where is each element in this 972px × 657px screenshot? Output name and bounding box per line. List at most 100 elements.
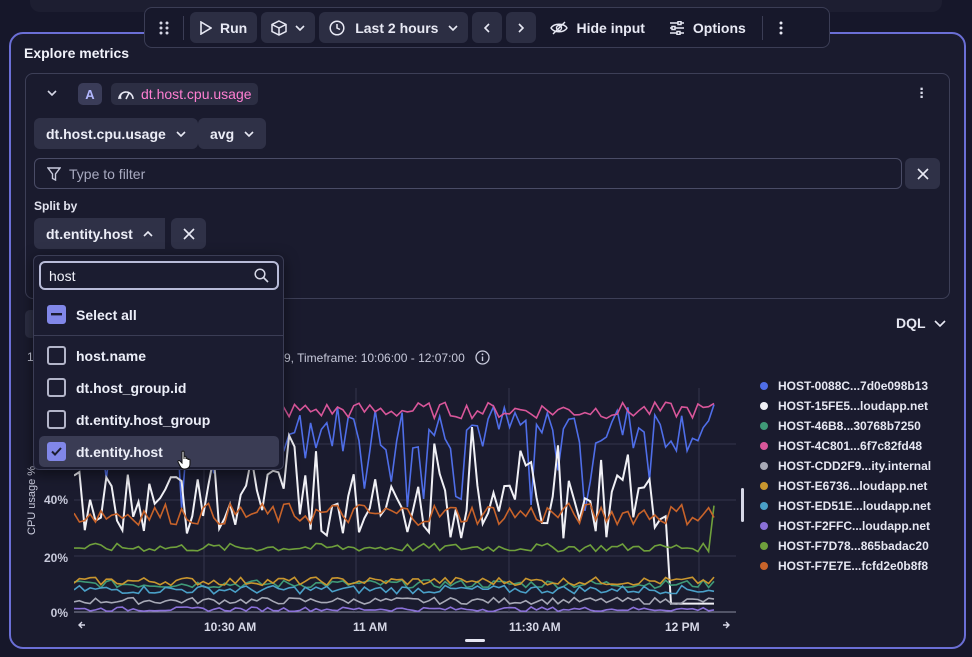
legend-color-dot (760, 502, 768, 510)
legend-color-dot (760, 382, 768, 390)
more-menu-button[interactable] (769, 12, 793, 43)
option-checkbox[interactable] (47, 346, 66, 365)
legend-item[interactable]: HOST-4C801...6f7c82fd48 (760, 436, 931, 456)
legend-color-dot (760, 442, 768, 450)
panel-title: Explore metrics (24, 45, 130, 61)
pan-left-icon[interactable] (78, 621, 86, 629)
chevron-left-icon (484, 22, 491, 33)
series-line[interactable] (74, 578, 715, 590)
pan-right-icon[interactable] (722, 621, 730, 629)
option-checkbox[interactable] (47, 410, 66, 429)
y-tick-label: 20% (43, 551, 68, 565)
option-entity-host-group[interactable]: dt.entity.host_group (39, 404, 279, 435)
select-all-option[interactable]: Select all (39, 299, 279, 330)
option-host-group-id[interactable]: dt.host_group.id (39, 372, 279, 403)
legend-label: HOST-F7D78...865badac20 (778, 539, 929, 553)
legend-color-dot (760, 422, 768, 430)
filter-input[interactable]: Type to filter (34, 158, 902, 189)
x-tick-label: 10:30 AM (204, 620, 257, 634)
options-button[interactable]: Options (659, 12, 756, 43)
visualization-type-button[interactable] (261, 12, 316, 43)
split-by-label: Split by (34, 199, 78, 213)
x-tick-label: 11:30 AM (509, 620, 561, 634)
chevron-down-icon (176, 130, 186, 137)
hide-input-button[interactable]: Hide input (540, 12, 654, 43)
legend-item[interactable]: HOST-46B8...30768b7250 (760, 416, 931, 436)
split-by-dropdown: host Select all host.name dt.host_group.… (33, 255, 284, 470)
play-icon (200, 20, 212, 35)
option-label: host.name (76, 347, 147, 364)
legend-label: HOST-CDD2F9...ity.internal (778, 459, 932, 473)
option-entity-host[interactable]: dt.entity.host (39, 436, 279, 467)
legend-item[interactable]: HOST-0088C...7d0e098b13 (760, 376, 931, 396)
legend-color-dot (760, 462, 768, 470)
legend-color-dot (760, 542, 768, 550)
legend-resize-handle[interactable] (741, 488, 744, 522)
select-all-checkbox[interactable] (47, 305, 66, 324)
chevron-up-icon (143, 230, 153, 237)
option-label: dt.entity.host_group (76, 411, 211, 428)
legend-item[interactable]: HOST-F7E7E...fcfd2e0b8f8 (760, 556, 931, 576)
query-more-icon[interactable]: · · · (919, 81, 925, 106)
run-button[interactable]: Run (190, 12, 258, 43)
split-by-select[interactable]: dt.entity.host (34, 218, 165, 249)
legend-item[interactable]: HOST-15FE5...loudapp.net (760, 396, 931, 416)
legend-label: HOST-46B8...30768b7250 (778, 419, 921, 433)
aggregation-select[interactable]: avg (198, 118, 267, 149)
legend-item[interactable]: HOST-CDD2F9...ity.internal (760, 456, 931, 476)
option-host-name[interactable]: host.name (39, 340, 279, 371)
close-icon (916, 167, 929, 180)
legend-item[interactable]: HOST-E6736...loudapp.net (760, 476, 931, 496)
clock-icon (329, 19, 345, 36)
options-label: Options (692, 19, 746, 36)
timeframe-selector[interactable]: Last 2 hours (319, 12, 469, 43)
info-icon[interactable] (475, 350, 490, 365)
metric-select[interactable]: dt.host.cpu.usage (34, 118, 198, 149)
panel-resize-handle[interactable] (465, 639, 485, 642)
metric-key-label: dt.host.cpu.usage (141, 86, 252, 102)
more-vertical-icon (779, 21, 783, 34)
y-tick-label: 0% (50, 606, 68, 620)
timeframe-next-button[interactable] (506, 12, 537, 43)
option-checkbox-checked[interactable] (47, 442, 66, 461)
series-line[interactable] (74, 584, 715, 595)
option-checkbox[interactable] (47, 378, 66, 397)
legend-item[interactable]: HOST-F2FFC...loudapp.net (760, 516, 931, 536)
series-line[interactable] (74, 501, 715, 527)
series-line[interactable] (74, 402, 715, 511)
collapse-chevron-icon[interactable] (47, 90, 57, 96)
select-all-label: Select all (76, 306, 137, 323)
split-search-input[interactable]: host (39, 261, 279, 290)
legend-label: HOST-ED51E...loudapp.net (778, 499, 931, 513)
chevron-down-icon (244, 130, 254, 137)
split-by-value: dt.entity.host (46, 225, 133, 242)
query-box (25, 73, 950, 299)
series-line[interactable] (74, 427, 714, 605)
option-label: dt.entity.host (76, 443, 163, 460)
timeframe-previous-button[interactable] (472, 12, 503, 43)
dropdown-divider (34, 335, 283, 336)
legend-label: HOST-15FE5...loudapp.net (778, 399, 929, 413)
drag-handle-icon[interactable] (151, 12, 177, 43)
legend-item[interactable]: HOST-ED51E...loudapp.net (760, 496, 931, 516)
series-line[interactable] (74, 606, 715, 613)
run-label: Run (220, 19, 248, 36)
remove-split-button[interactable] (171, 218, 206, 249)
x-tick-label: 11 AM (353, 620, 388, 634)
dql-toggle[interactable]: DQL (896, 315, 946, 331)
legend-color-dot (760, 522, 768, 530)
series-line[interactable] (74, 576, 715, 587)
split-search-value: host (49, 267, 76, 284)
hand-cursor-icon (177, 450, 191, 470)
option-label: dt.host_group.id (76, 379, 187, 396)
series-line[interactable] (74, 596, 715, 606)
legend-label: HOST-F7E7E...fcfd2e0b8f8 (778, 559, 929, 573)
gauge-icon (118, 91, 134, 100)
notebook-toolbar: Run Last 2 hours Hide input Options (144, 7, 830, 48)
legend-item[interactable]: HOST-F7D78...865badac20 (760, 536, 931, 556)
clear-filter-button[interactable] (905, 158, 940, 189)
legend-label: HOST-E6736...loudapp.net (778, 479, 928, 493)
dql-label: DQL (896, 315, 926, 331)
series-line[interactable] (74, 505, 715, 554)
chevron-down-icon (933, 319, 946, 327)
